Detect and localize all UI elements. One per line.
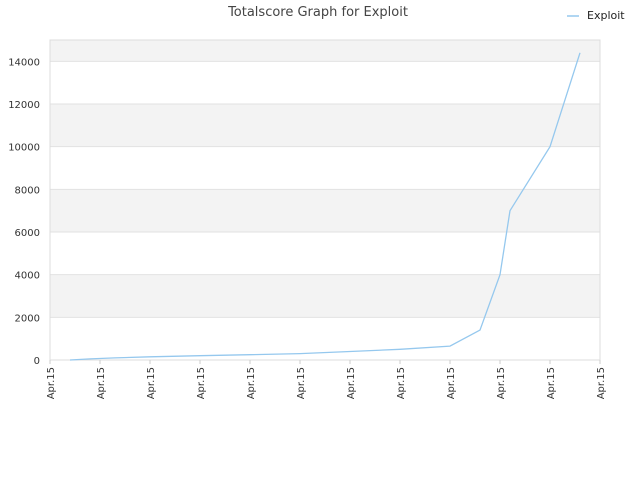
y-axis: 0 2000 4000 6000 8000 10000 12000 14000 [8,57,40,367]
y-tick-label: 2000 [15,313,40,324]
x-axis: Apr.15 Apr.15 Apr.15 Apr.15 Apr.15 Apr.15 Apr.… [46,360,607,399]
grid-band [50,189,600,232]
y-tick-label: 6000 [15,228,40,239]
grid-band [50,104,600,147]
legend-label-exploit: Exploit [587,9,625,22]
y-tick-label: 4000 [15,271,40,282]
grid-band [50,40,600,62]
grid-band [50,61,600,104]
chart-title: Totalscore Graph for Exploit [227,5,408,20]
x-tick-label: Apr.15 [246,367,257,399]
x-tick-label: Apr.15 [96,367,107,399]
grid-band [50,146,600,190]
y-tick-label: 14000 [8,57,40,68]
legend[interactable]: Exploit [567,9,625,22]
x-tick-label: Apr.15 [596,367,607,399]
series-layer [69,52,581,361]
y-tick-label: 8000 [15,185,40,196]
grid-lines [50,60,600,361]
plot-area [49,39,601,361]
series-line-exploit [69,52,581,361]
grid-band [50,274,600,318]
y-tick-label: 0 [34,356,40,367]
grid-bands [50,40,600,360]
x-tick-label: Apr.15 [496,367,507,399]
x-tick-label: Apr.15 [296,367,307,399]
x-tick-label: Apr.15 [46,367,57,399]
x-tick-label: Apr.15 [346,367,357,399]
grid-band [50,317,600,360]
x-tick-label: Apr.15 [546,367,557,399]
x-tick-label: Apr.15 [196,367,207,399]
y-tick-label: 10000 [8,143,40,154]
x-tick-label: Apr.15 [396,367,407,399]
grid-band [50,232,600,275]
x-tick-label: Apr.15 [446,367,457,399]
x-tick-label: Apr.15 [146,367,157,399]
y-tick-label: 12000 [8,100,40,111]
